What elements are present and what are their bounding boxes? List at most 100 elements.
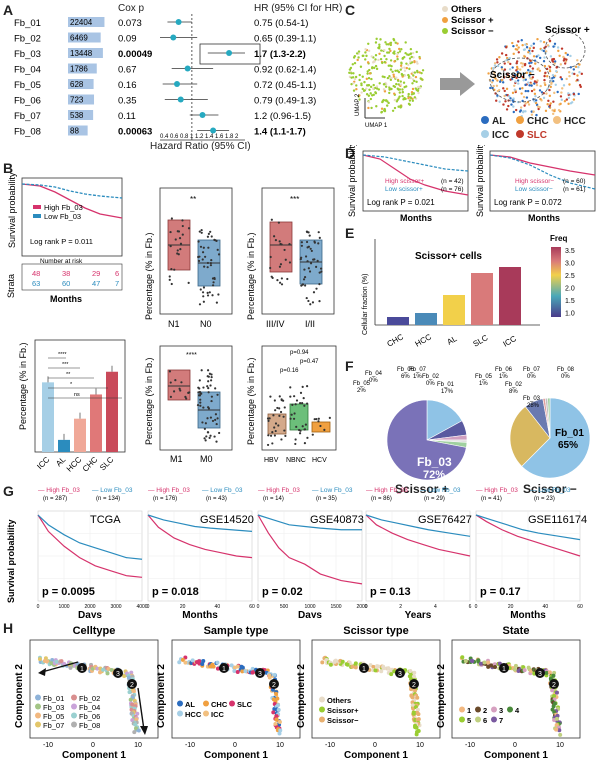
c-point [539, 40, 542, 43]
c-point [526, 89, 530, 93]
c-point [396, 87, 399, 90]
g-plot-group: — High Fb_03 (n = 287) — Low Fb_03 (n = 134… [37, 487, 588, 618]
b-dot [294, 438, 297, 441]
c-type-label: AL [492, 116, 505, 127]
e-legend-tick: 3.5 [565, 248, 575, 255]
c-point [556, 46, 560, 49]
e-ylabel: Cellular fraction (%) [362, 274, 369, 335]
g-low-n: (n = 23) [534, 496, 555, 502]
c-point [374, 86, 377, 90]
g-tick: 0 [37, 604, 40, 610]
c-point [396, 79, 400, 82]
c-point [543, 74, 546, 78]
b-box4-ylabel: Percentage (% in Fb.) [246, 357, 256, 445]
h-branch-marker [395, 668, 405, 678]
c-point [531, 67, 535, 70]
c-point [564, 60, 568, 63]
b-dot [271, 442, 274, 445]
c-point [391, 109, 395, 112]
c-point [353, 77, 357, 81]
b-dot [218, 431, 221, 435]
c-point [368, 68, 371, 72]
f-left-small-name: Fb_06 [397, 367, 415, 373]
c-point [413, 79, 416, 83]
h-point [413, 688, 418, 693]
b-dot [280, 277, 283, 280]
g-tick: 0 [475, 604, 478, 610]
b-dot [305, 240, 309, 244]
h-branch-marker [269, 679, 279, 689]
c-point [542, 96, 546, 100]
c-point [362, 89, 366, 93]
b-km-high-label: High Fb_03 [44, 203, 83, 212]
b-box2-label-2: I/II [305, 319, 315, 329]
c-point [412, 92, 415, 95]
h-point [550, 688, 555, 693]
b-dot [304, 255, 308, 258]
b-dot [202, 286, 206, 289]
c-point [572, 98, 576, 101]
h-point [129, 670, 134, 675]
e-legend-gradient [551, 247, 561, 317]
c-point [389, 41, 393, 45]
b-box3-m1 [167, 369, 191, 401]
c-point [503, 89, 506, 93]
c-point [389, 49, 392, 53]
c-plus-outline [544, 31, 586, 69]
c-point [393, 106, 397, 110]
g-tick: 500 [280, 604, 289, 610]
b-dot [317, 417, 320, 420]
c-point [521, 62, 525, 65]
c-point [386, 51, 389, 54]
b-dot [215, 440, 218, 443]
h-legend-label: Fb_06 [79, 712, 100, 721]
b-dot [210, 399, 213, 403]
c-point [512, 110, 515, 114]
c-point [404, 51, 407, 55]
c-point [562, 84, 566, 87]
d-right-high-n: (n = 60) [563, 178, 586, 185]
b-dot [318, 236, 321, 239]
c-point [378, 43, 381, 46]
forest-row-count-bar [68, 79, 94, 89]
b-dot [278, 395, 281, 398]
c-point [355, 87, 358, 91]
h-legend-label: Fb_01 [43, 694, 64, 703]
c-point [415, 80, 418, 84]
c-point [569, 54, 572, 58]
h-legend-dot [491, 706, 497, 713]
c-point [365, 93, 369, 96]
c-point [381, 100, 384, 104]
c-point [408, 57, 412, 60]
forest-row-p: 0.00063 [118, 127, 152, 138]
c-point [387, 43, 390, 46]
d-left-low: Low scissor+ [385, 186, 423, 193]
h-point [557, 728, 562, 733]
b-dot [279, 410, 283, 414]
h-point [235, 664, 240, 669]
b-risk-high-cell: 6 [115, 269, 119, 278]
b-box4-dots [266, 385, 331, 447]
c-point [531, 49, 534, 53]
b-dot [170, 217, 173, 220]
g-low-n: (n = 134) [96, 496, 120, 502]
c-point [563, 62, 567, 65]
d-ylabel-left: Survival probability [347, 145, 357, 217]
c-point [365, 87, 368, 90]
g-tick: 1000 [58, 604, 69, 610]
forest-row-hr: 1.2 (0.96-1.5) [254, 111, 311, 122]
c-point [559, 102, 562, 106]
f-right-small-pct: 28% [527, 403, 540, 409]
b-strata: Strata [6, 274, 16, 298]
d-left-p: Log rank P = 0.021 [367, 198, 435, 207]
g-pvalue: p = 0.0095 [42, 586, 95, 598]
b-dot [273, 426, 276, 429]
b-dot [269, 395, 272, 398]
h-point [345, 662, 350, 667]
g-tick: 2 [399, 604, 402, 610]
h-point [37, 657, 42, 662]
c-point [493, 64, 497, 67]
h-legend-label: SLC [237, 700, 253, 709]
c-type-label: CHC [527, 116, 549, 127]
